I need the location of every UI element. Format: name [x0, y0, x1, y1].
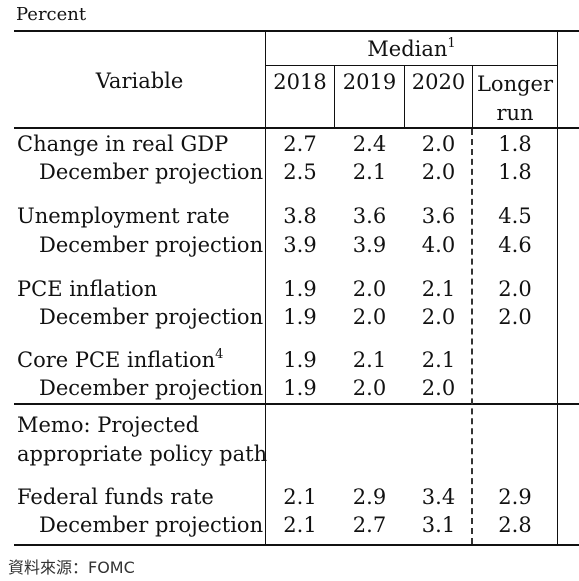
value-2018: 3.8 [283, 204, 317, 228]
value-2018: 3.9 [283, 233, 317, 257]
value-2019: 3.9 [352, 233, 387, 257]
value-2020: 2.1 [421, 348, 456, 372]
value-2018: 1.9 [283, 277, 317, 301]
value-longer-run: 2.9 [498, 485, 532, 509]
row-label: December projection [39, 513, 264, 537]
value-2019: 2.7 [352, 513, 387, 537]
row-label: PCE inflation [17, 277, 158, 301]
median-header-text: Median [367, 37, 448, 61]
core-pce-footnote: 4 [215, 347, 224, 362]
memo-top-rule [14, 403, 579, 405]
table-bottom-rule [14, 544, 579, 546]
year-divider-2 [404, 65, 405, 129]
value-2020: 2.1 [421, 277, 456, 301]
right-edge-divider [557, 30, 558, 546]
year-header-2020: 2020 [411, 70, 466, 94]
value-2018: 1.9 [283, 305, 317, 329]
value-longer-run: 4.6 [498, 233, 532, 257]
value-2018: 1.9 [283, 376, 317, 400]
year-header-2018: 2018 [273, 70, 327, 94]
value-2020: 4.0 [421, 233, 456, 257]
longer-run-dashed-divider [471, 129, 473, 544]
row-label: Federal funds rate [17, 485, 214, 509]
table-top-rule [14, 30, 579, 32]
value-2018: 2.7 [283, 132, 317, 156]
value-2019: 2.1 [352, 348, 387, 372]
memo-line-2: appropriate policy path [17, 442, 268, 466]
row-label: December projection [39, 233, 264, 257]
value-longer-run: 2.0 [498, 305, 532, 329]
row-label: December projection [39, 160, 264, 184]
median-header: Median1 [266, 36, 557, 61]
value-2020: 2.0 [421, 160, 456, 184]
value-2019: 2.0 [352, 305, 387, 329]
row-label-text: Core PCE inflation [17, 348, 216, 372]
source-note: 資料來源：FOMC [8, 558, 135, 577]
value-2020: 3.1 [421, 513, 456, 537]
value-2020: 2.0 [421, 305, 456, 329]
value-2019: 3.6 [352, 204, 387, 228]
row-label: Unemployment rate [17, 204, 230, 228]
value-longer-run: 2.8 [498, 513, 532, 537]
value-longer-run: 2.0 [498, 277, 532, 301]
value-2018: 2.1 [283, 513, 317, 537]
value-2019: 2.0 [352, 277, 387, 301]
year-header-2019: 2019 [342, 70, 397, 94]
row-label: December projection [39, 305, 264, 329]
value-longer-run: 1.8 [498, 132, 532, 156]
row-label: December projection [39, 376, 264, 400]
value-2019: 2.1 [352, 160, 387, 184]
longer-run-header-line1: Longer [476, 72, 554, 96]
value-longer-run: 1.8 [498, 160, 532, 184]
memo-line-1: Memo: Projected [17, 413, 200, 437]
median-underline [266, 65, 557, 66]
value-2018: 2.1 [283, 485, 317, 509]
median-footnote: 1 [447, 36, 456, 51]
value-2020: 3.4 [421, 485, 456, 509]
value-longer-run: 4.5 [498, 204, 532, 228]
value-2018: 2.5 [283, 160, 317, 184]
value-2019: 2.9 [352, 485, 387, 509]
value-2018: 1.9 [283, 348, 317, 372]
variable-column-divider [265, 30, 266, 546]
value-2019: 2.4 [352, 132, 387, 156]
header-bottom-rule [14, 127, 579, 129]
variable-header: Variable [95, 69, 184, 93]
year-divider-1 [334, 65, 335, 129]
longer-run-header-line2: run [496, 101, 534, 125]
value-2020: 3.6 [421, 204, 456, 228]
value-2020: 2.0 [421, 376, 456, 400]
row-label: Change in real GDP [17, 132, 229, 156]
longer-run-divider-top [472, 65, 473, 129]
units-label: Percent [16, 4, 87, 25]
row-label: Core PCE inflation4 [17, 347, 224, 372]
value-2020: 2.0 [421, 132, 456, 156]
value-2019: 2.0 [352, 376, 387, 400]
